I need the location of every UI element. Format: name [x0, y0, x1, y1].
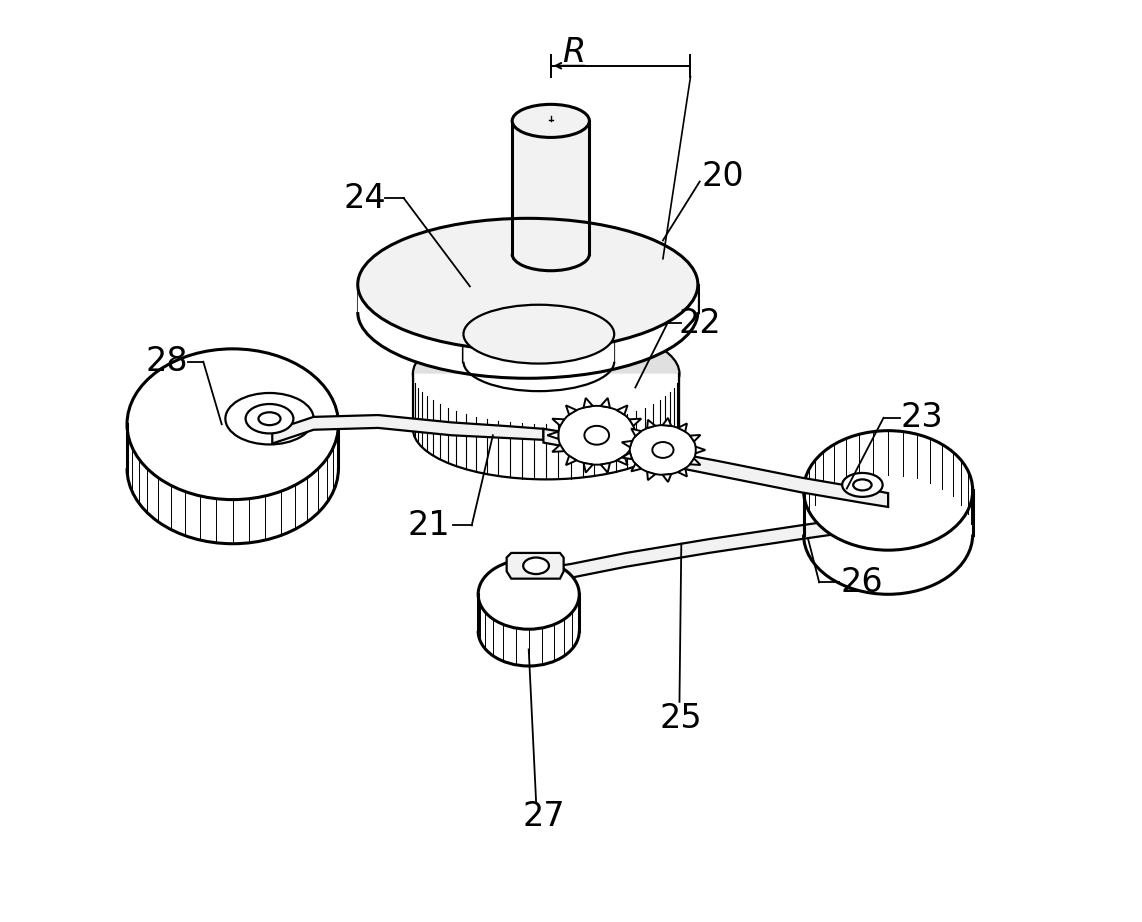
Ellipse shape — [585, 426, 609, 444]
Text: 22: 22 — [678, 307, 721, 339]
Polygon shape — [695, 446, 706, 454]
Ellipse shape — [512, 104, 589, 137]
Ellipse shape — [478, 560, 579, 629]
Polygon shape — [553, 419, 564, 426]
Polygon shape — [272, 415, 544, 443]
Polygon shape — [629, 419, 642, 426]
Polygon shape — [566, 455, 577, 466]
Ellipse shape — [246, 404, 293, 433]
Text: 25: 25 — [660, 702, 702, 735]
Polygon shape — [553, 444, 564, 452]
Ellipse shape — [258, 412, 281, 425]
Polygon shape — [357, 285, 698, 378]
Polygon shape — [621, 441, 633, 447]
Polygon shape — [127, 424, 338, 544]
Polygon shape — [413, 373, 679, 479]
Polygon shape — [632, 429, 642, 436]
Polygon shape — [601, 463, 610, 473]
Polygon shape — [648, 420, 656, 428]
Text: 21: 21 — [408, 509, 450, 542]
Ellipse shape — [842, 473, 883, 497]
Text: R: R — [562, 36, 586, 69]
Text: 24: 24 — [344, 182, 386, 215]
Polygon shape — [536, 516, 866, 583]
Polygon shape — [690, 458, 700, 465]
Polygon shape — [662, 418, 671, 426]
Polygon shape — [566, 406, 577, 415]
Text: 20: 20 — [701, 160, 743, 193]
Ellipse shape — [558, 406, 635, 465]
Ellipse shape — [413, 323, 679, 424]
Ellipse shape — [853, 479, 871, 491]
Ellipse shape — [357, 219, 698, 350]
Polygon shape — [678, 423, 687, 431]
Polygon shape — [635, 431, 646, 439]
Polygon shape — [678, 468, 687, 477]
Ellipse shape — [652, 442, 674, 458]
Polygon shape — [464, 334, 614, 391]
Ellipse shape — [523, 558, 549, 574]
Text: 28: 28 — [145, 345, 187, 378]
Polygon shape — [804, 491, 973, 595]
Text: 26: 26 — [841, 566, 883, 598]
Polygon shape — [584, 398, 593, 408]
Polygon shape — [617, 406, 628, 415]
Text: 23: 23 — [901, 401, 943, 434]
Polygon shape — [662, 474, 671, 482]
Polygon shape — [632, 464, 642, 471]
Ellipse shape — [464, 305, 614, 363]
Ellipse shape — [630, 425, 695, 475]
Polygon shape — [601, 398, 610, 408]
Polygon shape — [478, 595, 579, 666]
Polygon shape — [512, 121, 589, 254]
Polygon shape — [648, 472, 656, 480]
Polygon shape — [690, 435, 700, 442]
Polygon shape — [544, 429, 888, 507]
Polygon shape — [621, 453, 633, 459]
Ellipse shape — [127, 349, 338, 500]
Polygon shape — [507, 553, 564, 579]
Polygon shape — [547, 431, 558, 439]
Ellipse shape — [804, 431, 973, 550]
Polygon shape — [584, 463, 593, 473]
Polygon shape — [617, 455, 628, 466]
Text: 27: 27 — [522, 800, 565, 833]
Polygon shape — [629, 444, 642, 452]
Ellipse shape — [225, 393, 314, 444]
